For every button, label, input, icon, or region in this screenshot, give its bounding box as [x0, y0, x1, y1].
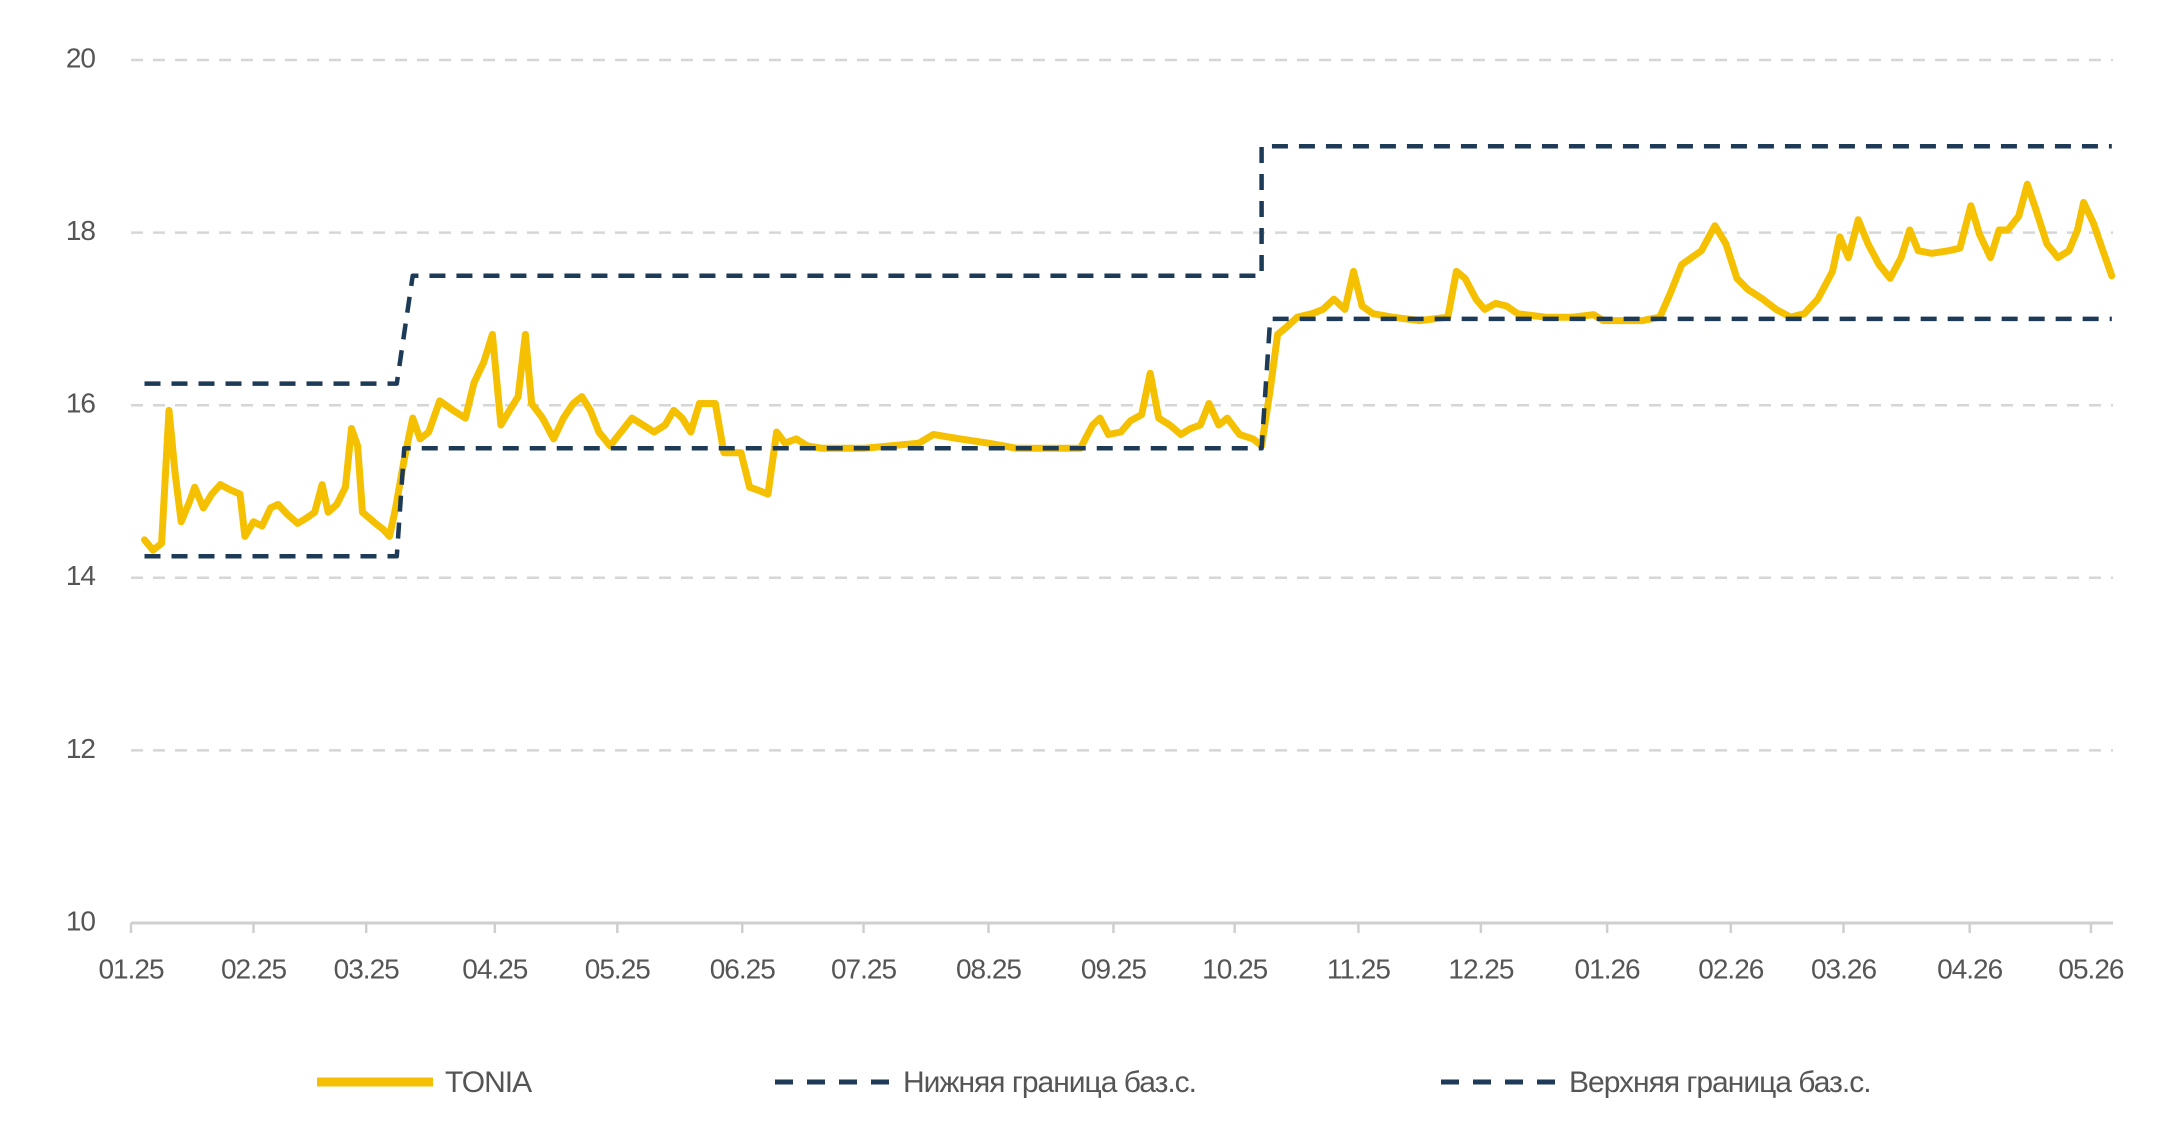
y-tick-label: 10 — [66, 905, 96, 936]
x-tick-label: 02.25 — [221, 953, 286, 984]
x-tick-label: 04.25 — [462, 953, 527, 984]
x-tick-label: 04.26 — [1937, 953, 2002, 984]
x-tick-label: 05.26 — [2058, 953, 2123, 984]
y-tick-label: 16 — [66, 388, 96, 419]
series-line — [144, 144, 2112, 386]
x-tick-label: 03.25 — [334, 953, 399, 984]
y-tick-label: 20 — [66, 42, 96, 73]
x-tick-label: 01.25 — [98, 953, 163, 984]
x-tick-label: 08.25 — [956, 953, 1021, 984]
series-line — [141, 180, 2116, 554]
series-line — [144, 316, 2112, 559]
y-tick-label: 14 — [66, 560, 96, 591]
y-tick-label: 12 — [66, 733, 96, 764]
legend-label: Нижняя граница баз.с. — [903, 1066, 1196, 1099]
x-tick-label: 02.26 — [1698, 953, 1763, 984]
x-tick-label: 03.26 — [1811, 953, 1876, 984]
x-tick-label: 09.25 — [1081, 953, 1146, 984]
x-tick-label: 10.25 — [1202, 953, 1267, 984]
legend-label: TONIA — [445, 1066, 532, 1099]
x-tick-label: 06.25 — [710, 953, 775, 984]
x-tick-label: 05.25 — [585, 953, 650, 984]
y-tick-label: 18 — [66, 215, 96, 246]
legend-label: Верхняя граница баз.с. — [1569, 1066, 1871, 1099]
x-tick-label: 12.25 — [1448, 953, 1513, 984]
x-tick-label: 01.26 — [1575, 953, 1640, 984]
x-tick-label: 11.25 — [1327, 953, 1390, 984]
x-tick-label: 07.25 — [831, 953, 896, 984]
